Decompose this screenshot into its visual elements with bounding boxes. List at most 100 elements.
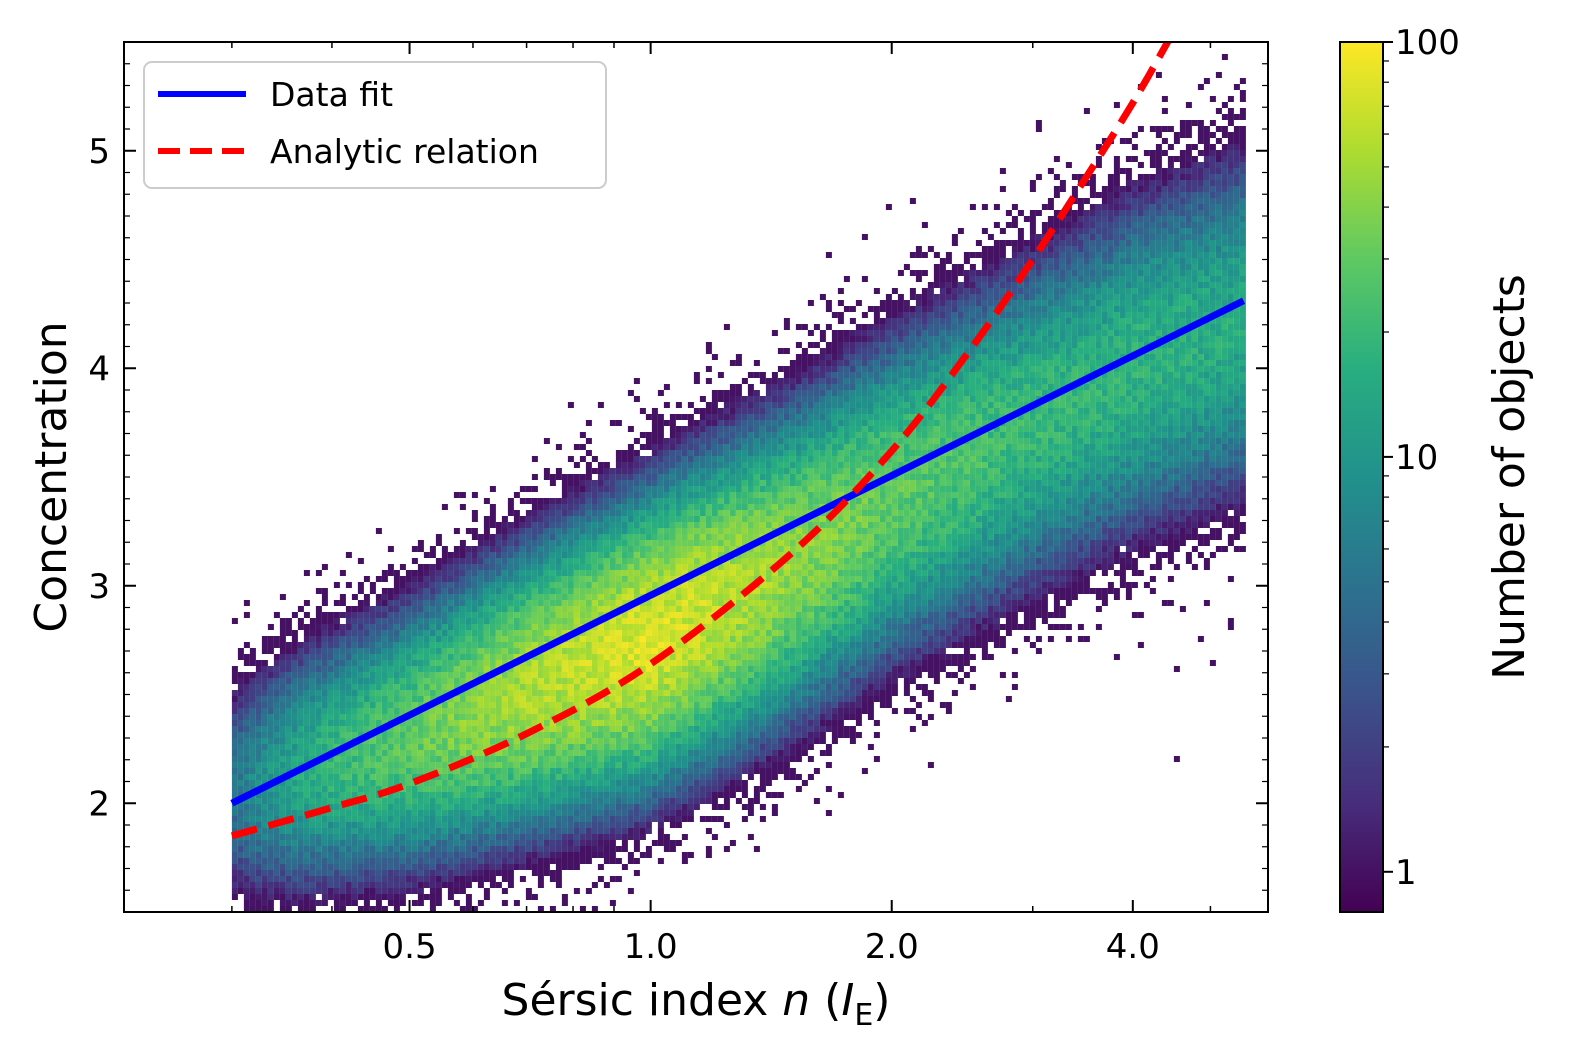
heatmap-cell (375, 774, 382, 780)
heatmap-cell (495, 762, 502, 768)
heatmap-cell (537, 750, 544, 756)
heatmap-cell (501, 522, 508, 528)
heatmap-cell (525, 894, 532, 900)
heatmap-cell (297, 888, 304, 894)
heatmap-cell (423, 882, 430, 888)
heatmap-cell (621, 576, 628, 582)
heatmap-cell (237, 888, 244, 894)
heatmap-cell (561, 672, 568, 678)
heatmap-cell (705, 708, 712, 714)
heatmap-cell (309, 780, 316, 786)
heatmap-cell (429, 690, 436, 696)
heatmap-cell (555, 864, 562, 870)
heatmap-cell (279, 852, 286, 858)
heatmap-cell (315, 834, 322, 840)
heatmap-cell (555, 564, 562, 570)
heatmap-cell (279, 630, 286, 636)
heatmap-cell (537, 672, 544, 678)
heatmap-cell (597, 540, 604, 546)
heatmap-cell (717, 768, 724, 774)
heatmap-cell (687, 474, 694, 480)
heatmap-cell (567, 618, 574, 624)
heatmap-cell (345, 672, 352, 678)
heatmap-cell (567, 594, 574, 600)
heatmap-cell (537, 618, 544, 624)
heatmap-cell (387, 810, 394, 816)
heatmap-cell (603, 522, 610, 528)
heatmap-cell (507, 798, 514, 804)
heatmap-cell (261, 744, 268, 750)
heatmap-cell (393, 846, 400, 852)
heatmap-cell (399, 756, 406, 762)
heatmap-cell (399, 702, 406, 708)
heatmap-cell (249, 672, 256, 678)
heatmap-cell (693, 564, 700, 570)
heatmap-cell (249, 726, 256, 732)
heatmap-cell (483, 522, 490, 528)
heatmap-cell (471, 702, 478, 708)
heatmap-cell (483, 780, 490, 786)
heatmap-cell (375, 822, 382, 828)
heatmap-cell (501, 672, 508, 678)
heatmap-cell (669, 636, 676, 642)
heatmap-cell (405, 822, 412, 828)
heatmap-cell (633, 750, 640, 756)
heatmap-cell (531, 792, 538, 798)
heatmap-cell (363, 606, 370, 612)
heatmap-cell (615, 876, 622, 882)
heatmap-cell (627, 666, 634, 672)
heatmap-cell (543, 660, 550, 666)
heatmap-cell (309, 888, 316, 894)
heatmap-cell (369, 708, 376, 714)
heatmap-cell (399, 900, 406, 906)
heatmap-cell (615, 762, 622, 768)
heatmap-cell (651, 516, 658, 522)
heatmap-cell (453, 588, 460, 594)
heatmap-cell (627, 624, 634, 630)
heatmap-cell (255, 684, 262, 690)
heatmap-cell (597, 666, 604, 672)
heatmap-cell (597, 642, 604, 648)
heatmap-cell (279, 876, 286, 882)
heatmap-cell (279, 858, 286, 864)
heatmap-cell (423, 810, 430, 816)
heatmap-cell (447, 720, 454, 726)
heatmap-cell (663, 456, 670, 462)
heatmap-cell (513, 576, 520, 582)
heatmap-cell (573, 462, 580, 468)
heatmap-cell (345, 648, 352, 654)
heatmap-cell (681, 702, 688, 708)
heatmap-cell (711, 774, 718, 780)
heatmap-cell (411, 726, 418, 732)
heatmap-cell (705, 624, 712, 630)
heatmap-cell (693, 690, 700, 696)
heatmap-cell (345, 624, 352, 630)
heatmap-cell (399, 852, 406, 858)
heatmap-cell (453, 864, 460, 870)
heatmap-cell (435, 582, 442, 588)
heatmap-cell (231, 702, 238, 708)
heatmap-cell (393, 822, 400, 828)
heatmap-cell (243, 846, 250, 852)
heatmap-cell (585, 606, 592, 612)
heatmap-cell (561, 576, 568, 582)
heatmap-cell (267, 804, 274, 810)
heatmap-cell (363, 642, 370, 648)
heatmap-cell (393, 900, 400, 906)
heatmap-cell (465, 582, 472, 588)
heatmap-cell (705, 432, 712, 438)
heatmap-cell (615, 552, 622, 558)
heatmap-cell (705, 570, 712, 576)
heatmap-cell (417, 546, 424, 552)
heatmap-cell (483, 612, 490, 618)
heatmap-cell (429, 876, 436, 882)
heatmap-cell (369, 642, 376, 648)
heatmap-cell (519, 816, 526, 822)
heatmap-cell (699, 690, 706, 696)
heatmap-cell (699, 576, 706, 582)
heatmap-cell (693, 438, 700, 444)
heatmap-cell (585, 438, 592, 444)
heatmap-cell (267, 774, 274, 780)
heatmap-cell (669, 738, 676, 744)
heatmap-cell (501, 684, 508, 690)
